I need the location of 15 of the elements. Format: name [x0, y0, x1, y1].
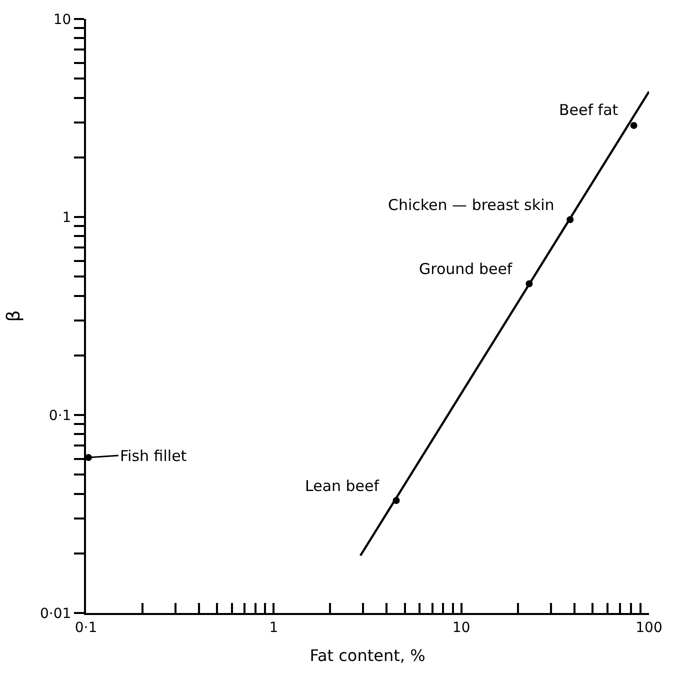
- x-tick-label: 10: [452, 620, 470, 636]
- y-axis-title: β: [4, 310, 25, 322]
- annotation: Lean beef: [305, 477, 380, 495]
- x-tick-label: 0·1: [74, 620, 98, 636]
- annotation: Ground beef: [419, 260, 513, 278]
- y-tick-label: 0·01: [40, 606, 72, 622]
- y-tick-label: 10: [53, 12, 72, 28]
- annotation: Fish fillet: [120, 447, 187, 465]
- annotation: Chicken — breast skin: [388, 196, 554, 214]
- y-tick-label: 1: [62, 210, 72, 226]
- annotation: Beef fat: [559, 101, 618, 119]
- y-tick-label: 0·1: [48, 408, 72, 424]
- x-tick-label: 100: [636, 620, 662, 636]
- x-tick-label: 1: [269, 620, 278, 636]
- x-axis-title: Fat content, %: [310, 646, 426, 665]
